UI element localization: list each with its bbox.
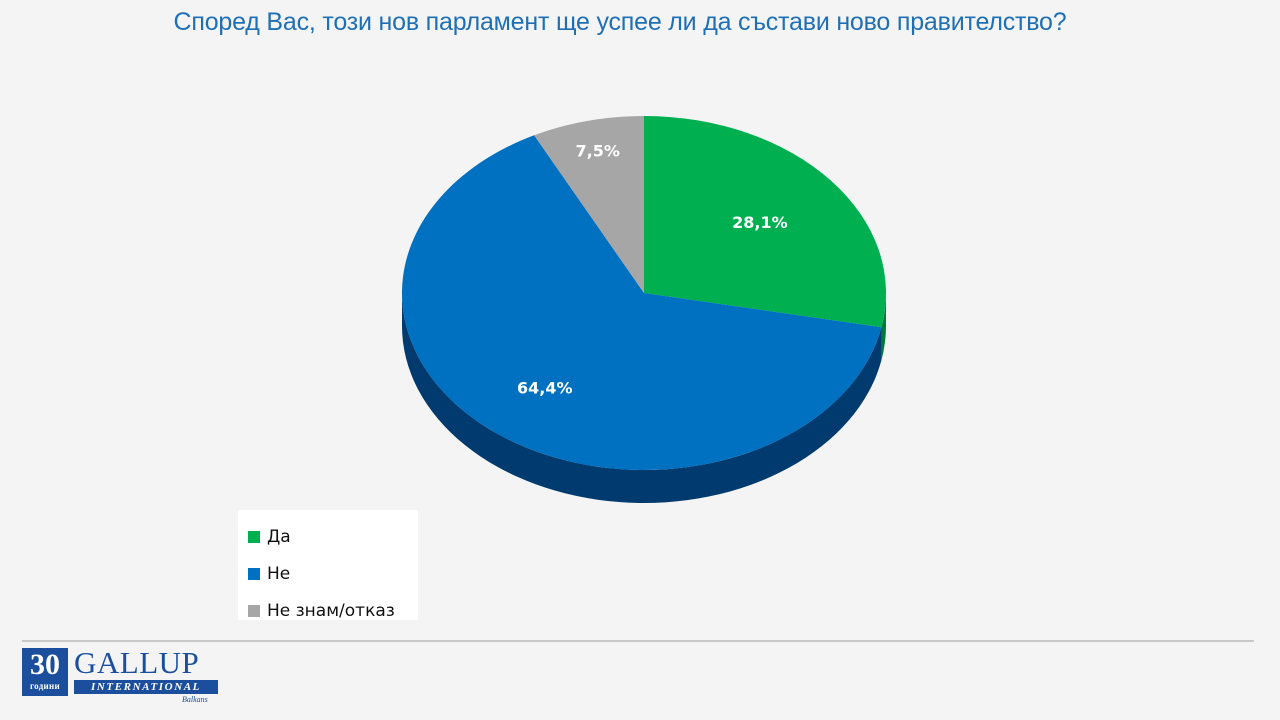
legend-swatch-da bbox=[248, 530, 260, 543]
logo-subtitle: години bbox=[29, 681, 60, 691]
legend-label-ne: Не bbox=[267, 563, 291, 584]
legend-item-ne: Не bbox=[238, 555, 418, 592]
pie-data-label-2: 64,4% bbox=[517, 379, 573, 398]
pie-side-2 bbox=[402, 293, 882, 503]
logo-anniversary-box: 30 години bbox=[22, 648, 68, 696]
pie-slice-3 bbox=[534, 116, 644, 293]
logo-number: 30 bbox=[30, 648, 60, 681]
legend-label-da: Да bbox=[267, 526, 291, 547]
gallup-logo: 30 години GALLUP INTERNATIONAL Balkans bbox=[22, 645, 222, 708]
logo-region: Balkans bbox=[182, 695, 208, 704]
pie-side-1 bbox=[881, 293, 886, 361]
chart-title: Според Вас, този нов парламент ще успее … bbox=[173, 8, 1067, 36]
legend-item-ne-znam: Не знам/отказ bbox=[238, 592, 418, 629]
pie-slice-2 bbox=[401, 135, 882, 471]
legend-item-da: Да bbox=[238, 518, 418, 555]
pie-data-label-1: 28,1% bbox=[732, 213, 788, 232]
chart-legend: Да Не Не знам/отказ bbox=[238, 510, 418, 621]
legend-swatch-ne-znam bbox=[248, 604, 260, 617]
pie-slice-1 bbox=[644, 116, 886, 328]
logo-band: INTERNATIONAL bbox=[74, 680, 218, 694]
pie-data-label-3: 7,5% bbox=[575, 141, 619, 160]
legend-swatch-ne bbox=[248, 567, 260, 580]
footer-divider bbox=[22, 640, 1254, 642]
legend-label-ne-znam: Не знам/отказ bbox=[267, 600, 395, 621]
logo-brand: GALLUP bbox=[74, 645, 200, 680]
